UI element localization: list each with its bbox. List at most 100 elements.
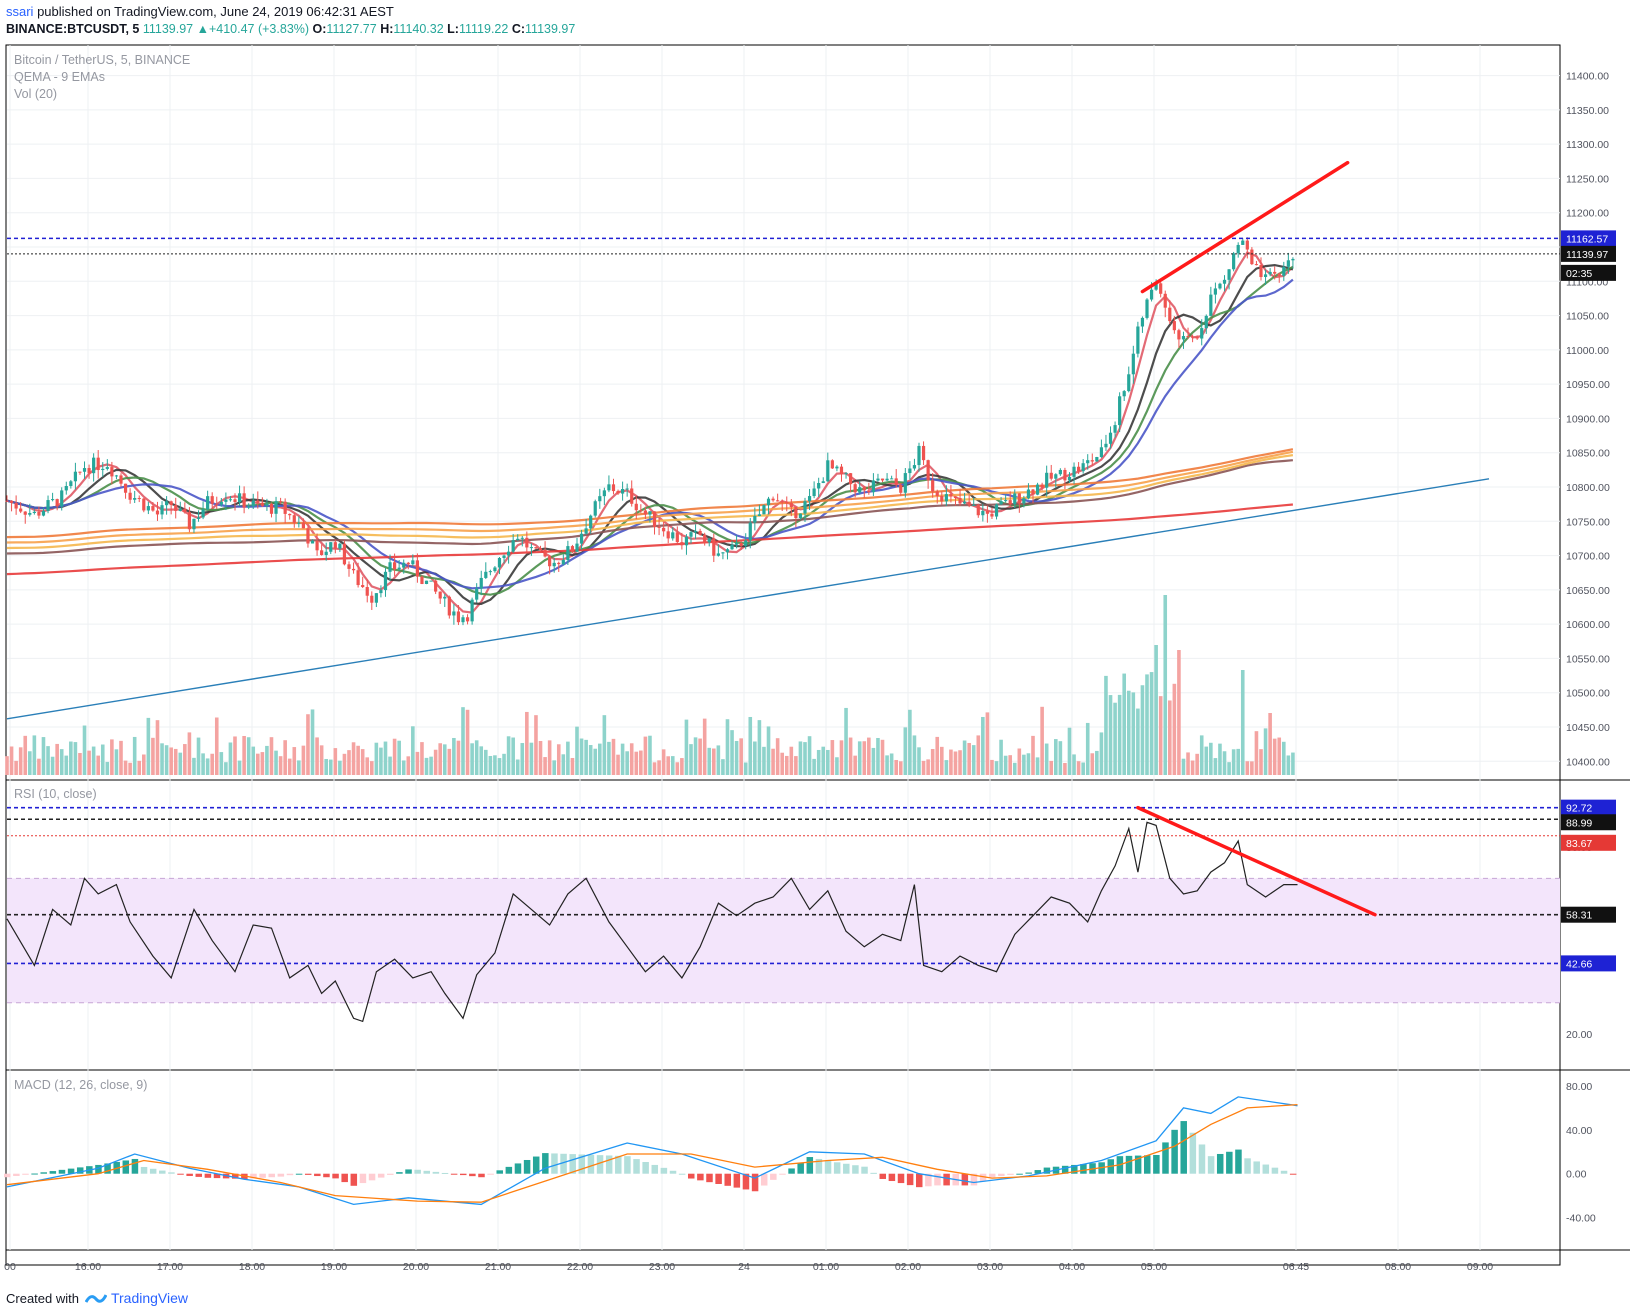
candle-body bbox=[1031, 489, 1035, 495]
candle-body bbox=[256, 500, 260, 503]
candle bbox=[397, 560, 401, 571]
candle bbox=[306, 525, 310, 548]
volume-bar bbox=[132, 736, 137, 775]
volume-bar bbox=[520, 743, 525, 775]
volume-bar bbox=[319, 745, 324, 775]
volume-bar bbox=[547, 740, 552, 775]
candle-body bbox=[766, 498, 771, 506]
candle-body bbox=[657, 526, 661, 528]
volume-bar bbox=[511, 737, 515, 775]
candle-body bbox=[301, 522, 305, 529]
macd-histogram-bar bbox=[1226, 1151, 1233, 1174]
candle bbox=[1159, 282, 1163, 298]
macd-histogram-bar bbox=[195, 1173, 203, 1177]
volume-bar bbox=[96, 755, 100, 775]
candle-body bbox=[237, 493, 242, 503]
candle bbox=[292, 512, 296, 528]
candle bbox=[297, 516, 301, 528]
macd-histogram-bar bbox=[67, 1168, 75, 1174]
volume-bar bbox=[137, 760, 142, 775]
macd-histogram-bar bbox=[688, 1173, 695, 1179]
candle bbox=[1291, 257, 1295, 269]
volume-bar bbox=[994, 761, 999, 775]
candle-body bbox=[940, 495, 944, 502]
candle bbox=[890, 475, 894, 480]
candle bbox=[9, 500, 14, 512]
volume-bar bbox=[338, 760, 342, 775]
price-tick-label: 10450.00 bbox=[1566, 722, 1610, 734]
volume-bar bbox=[1168, 700, 1172, 775]
tradingview-brand[interactable]: TradingView bbox=[110, 1290, 189, 1306]
macd-histogram-bar bbox=[58, 1169, 66, 1174]
candle-body bbox=[169, 501, 173, 506]
volume-bar bbox=[146, 717, 151, 775]
volume-bar bbox=[1136, 708, 1140, 775]
macd-histogram-bar bbox=[870, 1172, 877, 1174]
volume-bar bbox=[59, 749, 64, 775]
author-link[interactable]: ssari bbox=[6, 4, 34, 19]
candle bbox=[14, 495, 18, 515]
candle-body bbox=[807, 496, 812, 502]
time-tick-label: 16:00 bbox=[75, 1261, 101, 1273]
candle-body bbox=[826, 460, 830, 482]
candle bbox=[1086, 454, 1090, 470]
candle-body bbox=[698, 530, 702, 535]
volume-bar bbox=[205, 758, 210, 775]
candle bbox=[224, 492, 228, 511]
rsi-band bbox=[7, 877, 1560, 1004]
candle bbox=[707, 538, 711, 547]
macd-tick-label: 0.00 bbox=[1566, 1169, 1587, 1181]
price-tick-label: 10700.00 bbox=[1566, 551, 1610, 563]
candle-body bbox=[347, 564, 351, 569]
candle-body bbox=[575, 543, 579, 552]
macd-histogram-bar bbox=[396, 1172, 403, 1174]
macd-histogram-bar bbox=[1007, 1173, 1014, 1175]
candle-body bbox=[1077, 466, 1081, 472]
candle-body bbox=[1209, 294, 1213, 316]
macd-histogram-bar bbox=[131, 1158, 139, 1174]
macd-histogram-bar bbox=[587, 1154, 595, 1174]
volume-bar bbox=[82, 725, 87, 775]
volume-bar bbox=[461, 707, 465, 775]
candle bbox=[1236, 242, 1240, 258]
candle-body bbox=[935, 491, 939, 496]
time-tick-label: 08:00 bbox=[1385, 1261, 1411, 1273]
candle bbox=[662, 521, 666, 537]
price-tick-label: 10750.00 bbox=[1566, 516, 1610, 528]
volume-bar bbox=[598, 743, 602, 775]
volume-bar bbox=[142, 754, 146, 775]
candle-body bbox=[1095, 457, 1099, 462]
volume-bar bbox=[1067, 727, 1072, 775]
candles bbox=[5, 237, 1295, 626]
macd-histogram-bar bbox=[998, 1173, 1005, 1177]
volume-bar bbox=[835, 757, 839, 775]
candle bbox=[201, 501, 205, 520]
macd-histogram-bar bbox=[1043, 1167, 1051, 1174]
volume-bar bbox=[310, 709, 315, 775]
candle bbox=[429, 580, 433, 582]
candle bbox=[251, 493, 255, 510]
candle bbox=[858, 481, 862, 495]
candle-body bbox=[1286, 260, 1290, 267]
candle bbox=[351, 562, 356, 574]
volume-bar bbox=[1126, 690, 1131, 775]
candle bbox=[1108, 426, 1113, 449]
macd-histogram-bar bbox=[660, 1167, 668, 1174]
candle bbox=[174, 497, 178, 519]
volume-bar bbox=[1076, 761, 1081, 775]
high-value: 11140.32 bbox=[393, 22, 444, 36]
annotations[interactable] bbox=[1136, 160, 1377, 917]
macd-histogram-bar bbox=[742, 1173, 750, 1190]
macd-histogram-bar bbox=[1162, 1142, 1169, 1174]
volume-bar bbox=[579, 738, 584, 775]
volume-bar bbox=[324, 758, 328, 775]
candle bbox=[383, 567, 388, 597]
trendline[interactable] bbox=[6, 478, 1490, 720]
price-tick-label: 10500.00 bbox=[1566, 688, 1610, 700]
candle-body bbox=[1127, 374, 1131, 392]
candle-body bbox=[908, 468, 912, 474]
candle bbox=[940, 491, 944, 505]
candle bbox=[684, 534, 689, 555]
volume-bar bbox=[762, 746, 766, 775]
